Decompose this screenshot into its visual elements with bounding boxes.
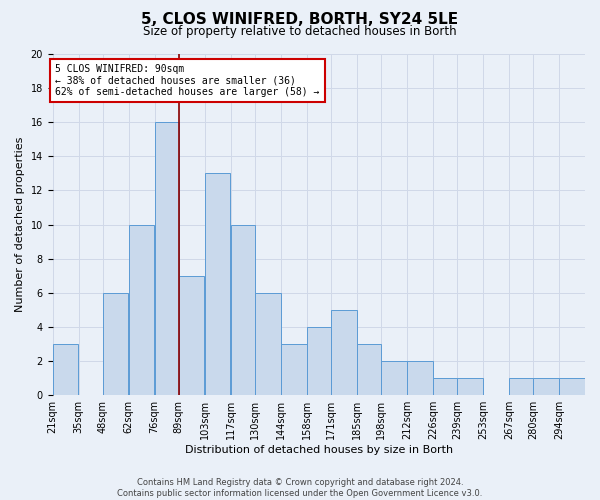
Text: 5 CLOS WINIFRED: 90sqm
← 38% of detached houses are smaller (36)
62% of semi-det: 5 CLOS WINIFRED: 90sqm ← 38% of detached…: [55, 64, 320, 98]
Bar: [331, 310, 356, 395]
Bar: [381, 361, 407, 395]
Bar: [231, 224, 254, 395]
Bar: [103, 293, 128, 395]
Bar: [559, 378, 585, 395]
Bar: [533, 378, 559, 395]
Text: 5, CLOS WINIFRED, BORTH, SY24 5LE: 5, CLOS WINIFRED, BORTH, SY24 5LE: [142, 12, 458, 28]
Bar: [205, 174, 230, 395]
Bar: [53, 344, 79, 395]
Bar: [509, 378, 533, 395]
Bar: [281, 344, 307, 395]
Text: Size of property relative to detached houses in Borth: Size of property relative to detached ho…: [143, 25, 457, 38]
Bar: [179, 276, 205, 395]
Bar: [129, 224, 154, 395]
Bar: [155, 122, 179, 395]
Bar: [357, 344, 381, 395]
Y-axis label: Number of detached properties: Number of detached properties: [15, 137, 25, 312]
Bar: [307, 327, 331, 395]
Bar: [457, 378, 483, 395]
Bar: [407, 361, 433, 395]
Text: Contains HM Land Registry data © Crown copyright and database right 2024.
Contai: Contains HM Land Registry data © Crown c…: [118, 478, 482, 498]
Bar: [255, 293, 281, 395]
Bar: [433, 378, 457, 395]
X-axis label: Distribution of detached houses by size in Borth: Distribution of detached houses by size …: [185, 445, 453, 455]
